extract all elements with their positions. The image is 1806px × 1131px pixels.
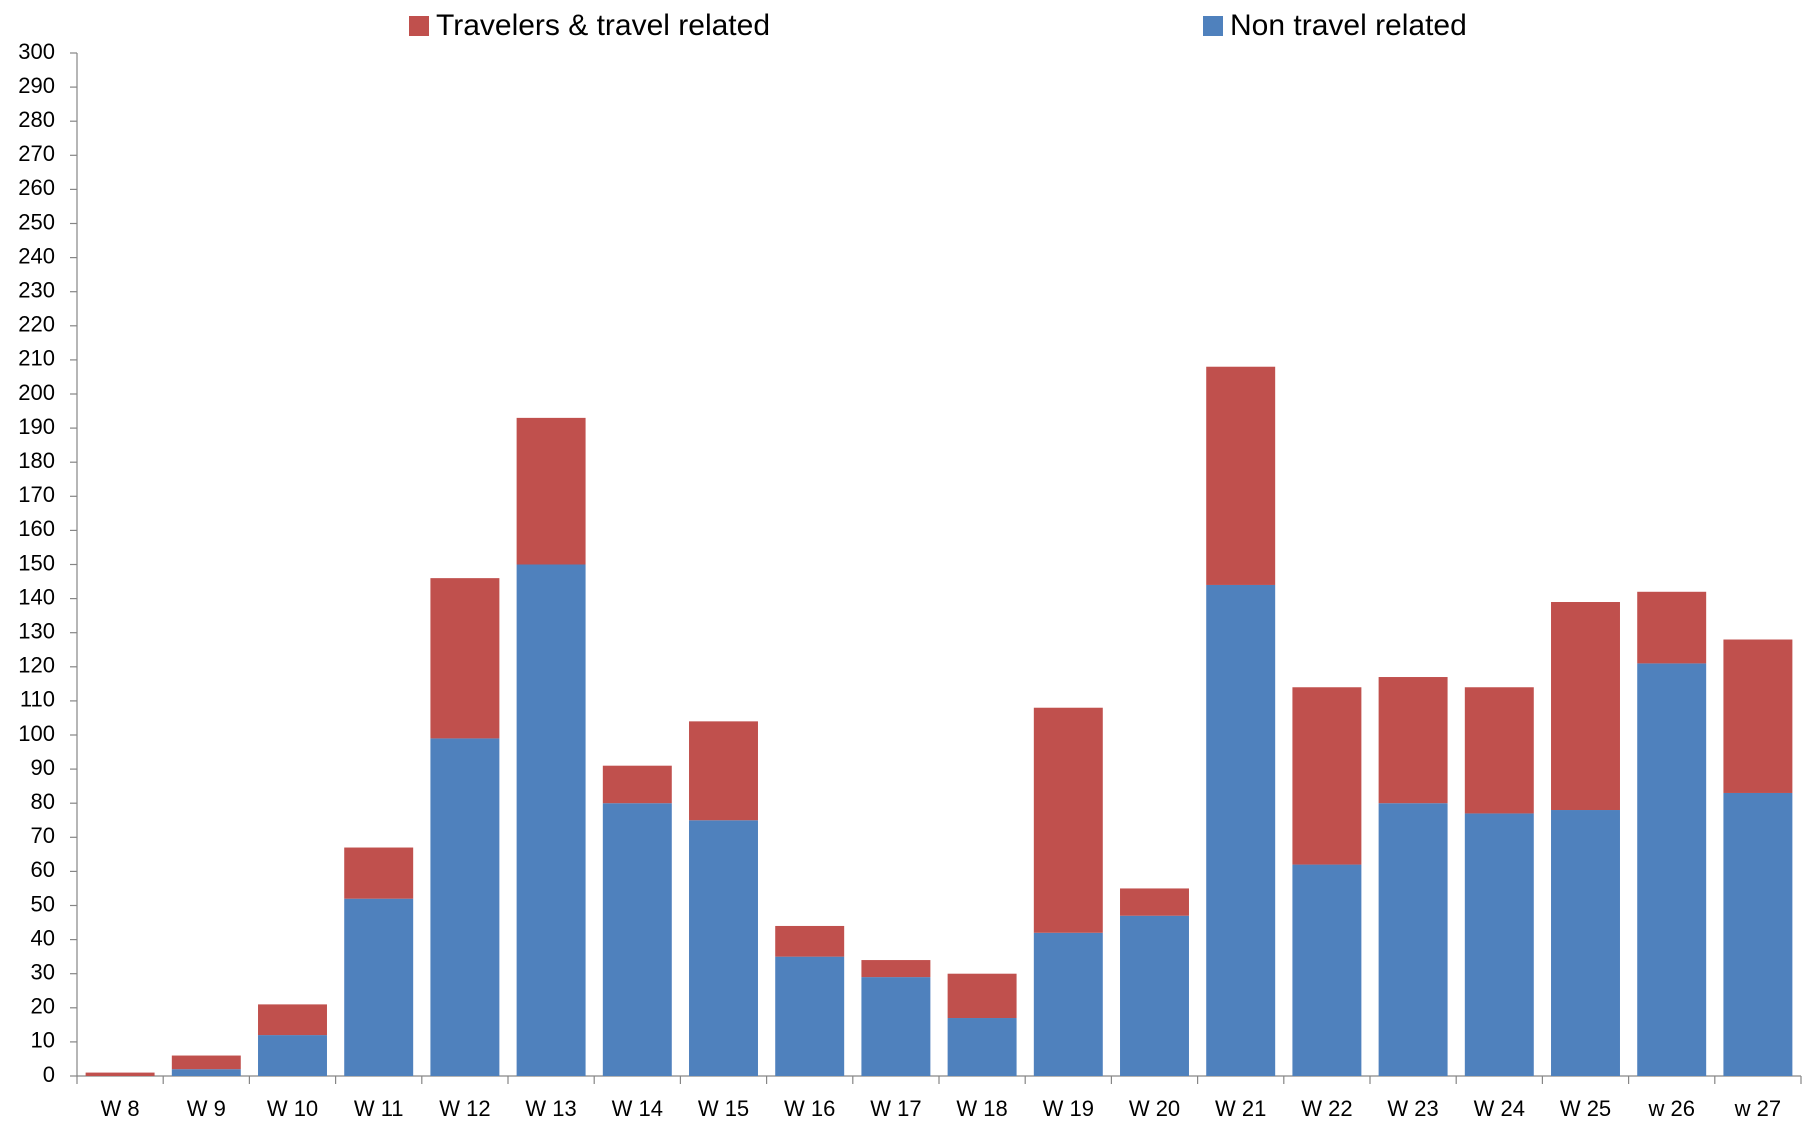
- bar-segment: [516, 417, 586, 565]
- y-tick-label: 190: [18, 414, 55, 439]
- bar-segment: [1292, 687, 1362, 865]
- bar-segment: [258, 1004, 327, 1036]
- y-tick-label: 0: [43, 1062, 55, 1087]
- bar-segment: [689, 721, 758, 821]
- bar-segment: [1120, 915, 1189, 1076]
- bar-segment: [1120, 888, 1189, 916]
- x-tick-label: W 15: [698, 1096, 749, 1121]
- y-tick-label: 280: [18, 107, 55, 132]
- y-tick-label: 140: [18, 584, 55, 609]
- y-tick-label: 110: [20, 687, 55, 712]
- x-tick-label: W 17: [870, 1096, 921, 1121]
- legend-swatch: [1203, 16, 1223, 36]
- bar-segment: [344, 898, 414, 1076]
- bar-segment: [258, 1035, 327, 1076]
- bar-segment: [344, 847, 414, 899]
- legend-label: Non travel related: [1230, 9, 1467, 42]
- x-tick-label: W 22: [1301, 1096, 1352, 1121]
- x-tick-label: W 9: [187, 1096, 226, 1121]
- bar-segment: [1378, 803, 1448, 1076]
- x-tick-label: W 18: [956, 1096, 1007, 1121]
- y-tick-label: 60: [31, 857, 55, 882]
- y-tick-label: 150: [18, 550, 55, 575]
- y-tick-label: 40: [31, 925, 55, 950]
- y-tick-label: 50: [31, 891, 55, 916]
- y-tick-label: 80: [31, 789, 55, 814]
- bar-segment: [689, 820, 758, 1076]
- bar-segment: [1206, 584, 1276, 1076]
- x-tick-label: W 16: [784, 1096, 835, 1121]
- y-tick-label: 160: [18, 516, 55, 541]
- y-tick-label: 100: [18, 721, 55, 746]
- y-tick-label: 240: [18, 243, 55, 268]
- bar-segment: [602, 765, 672, 804]
- bar-segment: [1464, 813, 1534, 1076]
- x-tick-label: W 13: [525, 1096, 576, 1121]
- y-tick-label: 200: [18, 380, 55, 405]
- bar-segment: [1637, 591, 1707, 664]
- bar-segment: [171, 1055, 241, 1070]
- y-tick-label: 270: [18, 141, 55, 166]
- y-tick-label: 250: [18, 209, 55, 234]
- bar-segment: [1378, 677, 1448, 804]
- bar-segment: [85, 1072, 155, 1076]
- bar-segment: [1464, 687, 1534, 814]
- y-tick-label: 20: [31, 994, 55, 1019]
- bar-segment: [1551, 810, 1620, 1076]
- x-tick-label: W 24: [1474, 1096, 1525, 1121]
- bar-segment: [1292, 864, 1362, 1076]
- y-tick-label: 210: [18, 346, 55, 371]
- y-tick-label: 10: [31, 1028, 55, 1053]
- y-tick-label: 230: [18, 278, 55, 303]
- bar-segment: [602, 803, 672, 1076]
- x-tick-label: W 23: [1387, 1096, 1438, 1121]
- bar-segment: [1637, 663, 1707, 1076]
- x-tick-label: W 12: [439, 1096, 490, 1121]
- x-tick-label: W 14: [612, 1096, 663, 1121]
- y-tick-label: 30: [31, 960, 55, 985]
- y-tick-label: 180: [18, 448, 55, 473]
- y-tick-label: 90: [31, 755, 55, 780]
- x-tick-label: W 10: [267, 1096, 318, 1121]
- legend-swatch: [409, 16, 429, 36]
- bar-segment: [1723, 639, 1793, 793]
- y-tick-label: 120: [18, 653, 55, 678]
- bar-segment: [430, 578, 500, 739]
- x-tick-label: W 20: [1129, 1096, 1180, 1121]
- bar-segment: [947, 973, 1017, 1019]
- y-tick-label: 290: [18, 73, 55, 98]
- bar-segment: [861, 977, 931, 1076]
- bar-segment: [1723, 792, 1793, 1076]
- bar-segment: [947, 1018, 1017, 1076]
- bar-segment: [171, 1069, 241, 1076]
- y-tick-label: 260: [18, 175, 55, 200]
- bar-segment: [1206, 366, 1276, 585]
- bar-segment: [1551, 602, 1620, 811]
- x-tick-label: W 21: [1215, 1096, 1266, 1121]
- legend-label: Travelers & travel related: [436, 9, 770, 42]
- bar-segment: [516, 564, 586, 1076]
- x-tick-label: W 25: [1560, 1096, 1611, 1121]
- y-tick-label: 170: [18, 482, 55, 507]
- bar-segment: [775, 956, 845, 1076]
- x-tick-label: W 19: [1043, 1096, 1094, 1121]
- bar-segment: [430, 738, 500, 1076]
- x-tick-label: w 26: [1647, 1096, 1694, 1121]
- bar-segment: [1033, 707, 1103, 933]
- x-tick-label: W 11: [354, 1096, 404, 1121]
- bar-segment: [861, 960, 931, 978]
- y-tick-label: 300: [18, 39, 55, 64]
- y-tick-label: 220: [18, 312, 55, 337]
- x-tick-label: w 27: [1734, 1096, 1781, 1121]
- bar-segment: [1033, 932, 1103, 1076]
- x-tick-label: W 8: [101, 1096, 140, 1121]
- y-tick-label: 70: [31, 823, 55, 848]
- bar-segment: [775, 925, 845, 957]
- y-tick-label: 130: [18, 619, 55, 644]
